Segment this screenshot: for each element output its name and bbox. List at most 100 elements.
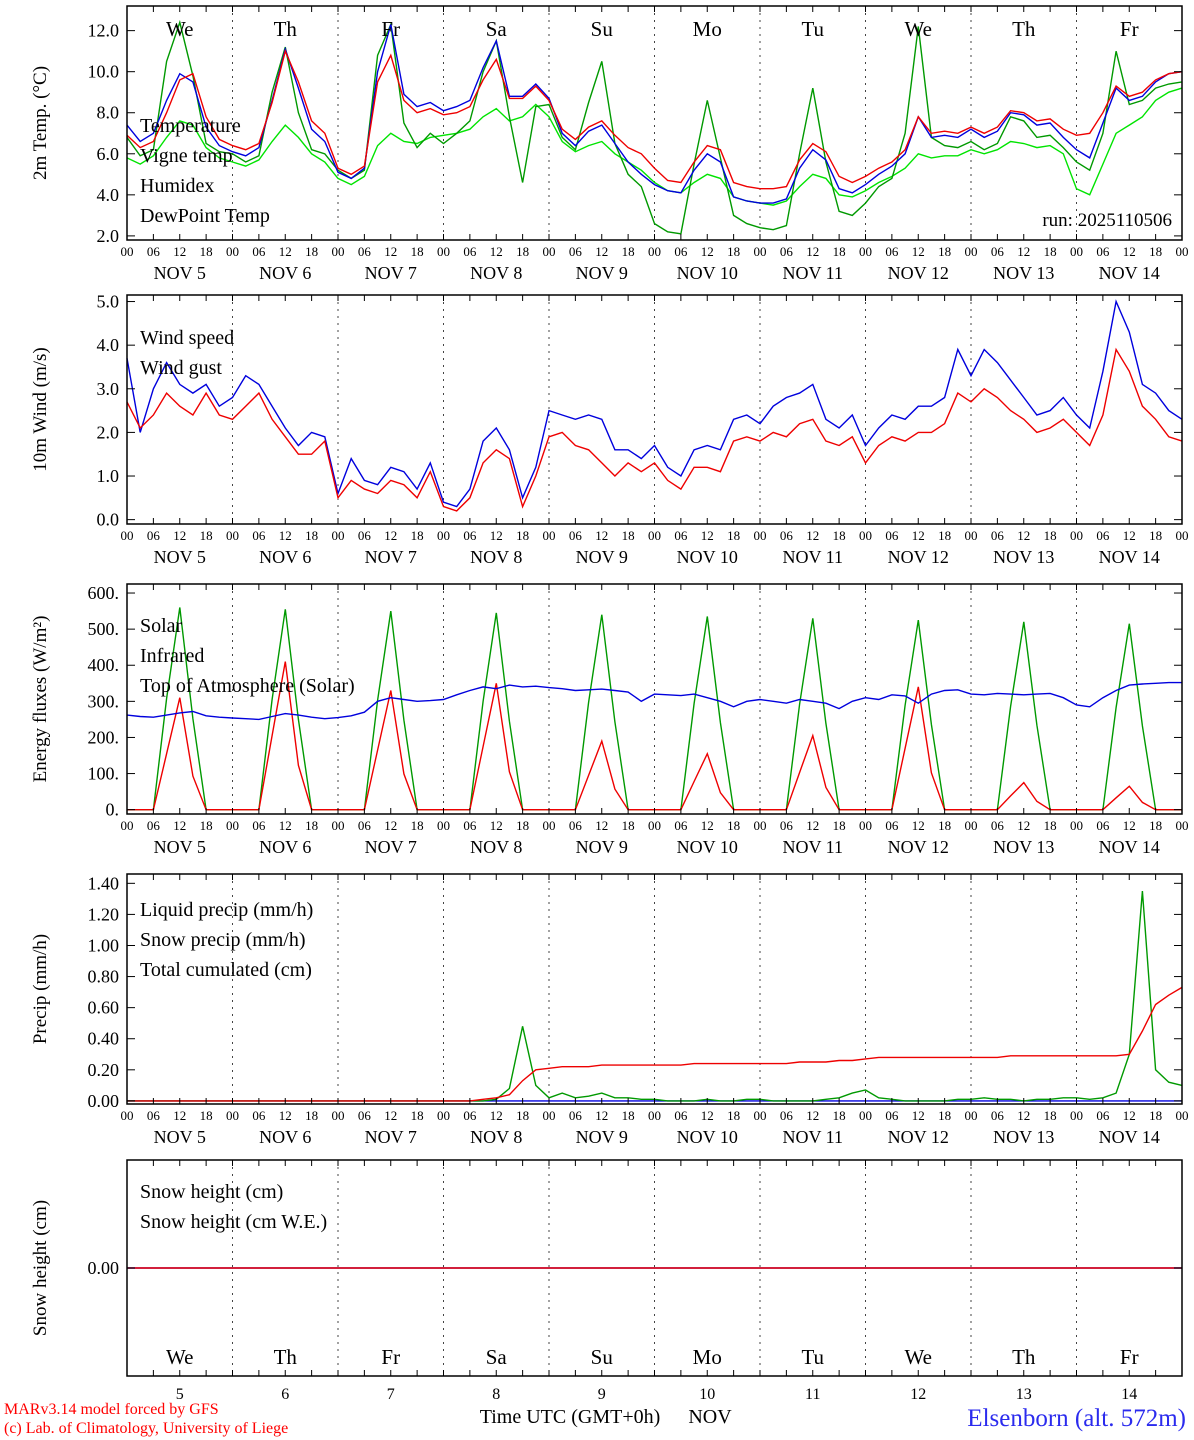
time-tick-label: 00 — [121, 528, 134, 543]
time-tick-label: 06 — [569, 528, 583, 543]
time-tick-label: 12 — [384, 1108, 397, 1123]
time-tick-label: 00 — [754, 244, 767, 259]
time-tick-label: 06 — [463, 528, 477, 543]
time-tick-label: 06 — [780, 528, 794, 543]
y-tick-label: 2.0 — [97, 422, 120, 442]
day-number-label: 5 — [176, 1386, 184, 1403]
date-label: NOV 11 — [782, 263, 843, 283]
time-tick-label: 12 — [1017, 1108, 1030, 1123]
date-label: NOV 9 — [576, 547, 628, 567]
time-tick-label: 12 — [806, 818, 819, 833]
day-name-label: Tu — [801, 1345, 824, 1369]
y-tick-label: 1.40 — [88, 873, 120, 893]
time-tick-label: 18 — [200, 244, 213, 259]
time-tick-label: 06 — [991, 1108, 1005, 1123]
day-number-label: 12 — [910, 1386, 926, 1403]
time-tick-label: 06 — [569, 818, 583, 833]
time-tick-label: 12 — [173, 818, 186, 833]
time-tick-label: 00 — [1070, 818, 1083, 833]
time-tick-label: 18 — [200, 1108, 213, 1123]
time-tick-label: 06 — [885, 1108, 899, 1123]
y-tick-label: 100. — [88, 764, 120, 784]
date-label: NOV 8 — [470, 837, 522, 857]
date-label: NOV 13 — [993, 1127, 1054, 1147]
y-tick-label: 4.0 — [97, 185, 120, 205]
time-tick-label: 18 — [200, 818, 213, 833]
date-label: NOV 10 — [677, 263, 738, 283]
time-tick-label: 12 — [490, 1108, 503, 1123]
credit-line-1: MARv3.14 model forced by GFS — [4, 1401, 219, 1418]
time-tick-label: 18 — [1149, 818, 1162, 833]
time-tick-label: 00 — [648, 244, 661, 259]
day-name-label: We — [166, 1345, 193, 1369]
time-tick-label: 00 — [121, 244, 134, 259]
time-tick-label: 18 — [200, 528, 213, 543]
series-toa-solar — [127, 607, 1182, 811]
time-tick-label: 00 — [859, 528, 872, 543]
legend-snow-precip-mm-h: Snow precip (mm/h) — [140, 929, 306, 951]
time-tick-label: 06 — [463, 818, 477, 833]
time-tick-label: 00 — [965, 1108, 978, 1123]
date-label: NOV 11 — [782, 547, 843, 567]
time-tick-label: 00 — [543, 818, 556, 833]
time-tick-label: 00 — [648, 818, 661, 833]
legend-top-of-atmosphere-solar: Top of Atmosphere (Solar) — [140, 675, 355, 697]
day-name-label: Su — [591, 17, 614, 41]
day-name-label: We — [166, 17, 193, 41]
y-tick-label: 2.0 — [97, 226, 120, 246]
time-tick-label: 00 — [332, 1108, 345, 1123]
time-tick-label: 18 — [622, 818, 635, 833]
time-tick-label: 12 — [490, 244, 503, 259]
time-tick-label: 06 — [252, 1108, 266, 1123]
y-tick-label: 1.0 — [97, 466, 120, 486]
date-label: NOV 12 — [888, 547, 949, 567]
y-axis-title: 10m Wind (m/s) — [30, 347, 51, 472]
series-humidex — [126, 24, 1183, 204]
time-tick-label: 00 — [332, 528, 345, 543]
time-tick-label: 06 — [569, 1108, 583, 1123]
time-tick-label: 00 — [226, 244, 239, 259]
date-label: NOV 7 — [365, 547, 417, 567]
time-tick-label: 00 — [648, 1108, 661, 1123]
date-label: NOV 14 — [1099, 263, 1160, 283]
day-name-label: Su — [591, 1345, 614, 1369]
legend-solar: Solar — [140, 615, 183, 637]
time-tick-label: 18 — [938, 244, 951, 259]
time-tick-label: 12 — [806, 244, 819, 259]
time-tick-label: 06 — [885, 818, 899, 833]
time-tick-label: 18 — [1149, 528, 1162, 543]
time-tick-label: 00 — [1070, 244, 1083, 259]
y-tick-label: 0.00 — [88, 1258, 120, 1278]
time-tick-label: 12 — [173, 244, 186, 259]
time-tick-label: 12 — [1017, 528, 1030, 543]
time-tick-label: 00 — [1176, 244, 1189, 259]
legend-wind-speed: Wind speed — [140, 327, 234, 349]
time-tick-label: 00 — [332, 244, 345, 259]
time-tick-label: 12 — [279, 244, 292, 259]
time-tick-label: 00 — [437, 244, 450, 259]
date-label: NOV 5 — [154, 263, 206, 283]
time-tick-label: 12 — [1123, 244, 1136, 259]
time-tick-label: 06 — [252, 818, 266, 833]
time-tick-label: 06 — [1096, 244, 1110, 259]
legend-vigne-temp: Vigne temp — [140, 145, 233, 167]
time-tick-label: 00 — [648, 528, 661, 543]
time-tick-label: 12 — [701, 818, 714, 833]
credit-line-2: (c) Lab. of Climatology, University of L… — [4, 1420, 288, 1437]
series-vigne-temp — [126, 19, 1183, 235]
time-tick-label: 18 — [833, 244, 846, 259]
time-tick-label: 00 — [543, 528, 556, 543]
time-tick-label: 00 — [859, 818, 872, 833]
time-tick-label: 12 — [1017, 818, 1030, 833]
time-tick-label: 18 — [305, 528, 318, 543]
time-tick-label: 00 — [121, 818, 134, 833]
time-tick-label: 12 — [701, 244, 714, 259]
time-tick-label: 00 — [121, 1108, 134, 1123]
time-tick-label: 06 — [991, 818, 1005, 833]
time-tick-label: 18 — [1044, 818, 1057, 833]
date-label: NOV 7 — [365, 1127, 417, 1147]
day-number-label: 9 — [598, 1386, 606, 1403]
time-tick-label: 18 — [622, 244, 635, 259]
time-tick-label: 18 — [938, 1108, 951, 1123]
time-tick-label: 06 — [674, 818, 688, 833]
